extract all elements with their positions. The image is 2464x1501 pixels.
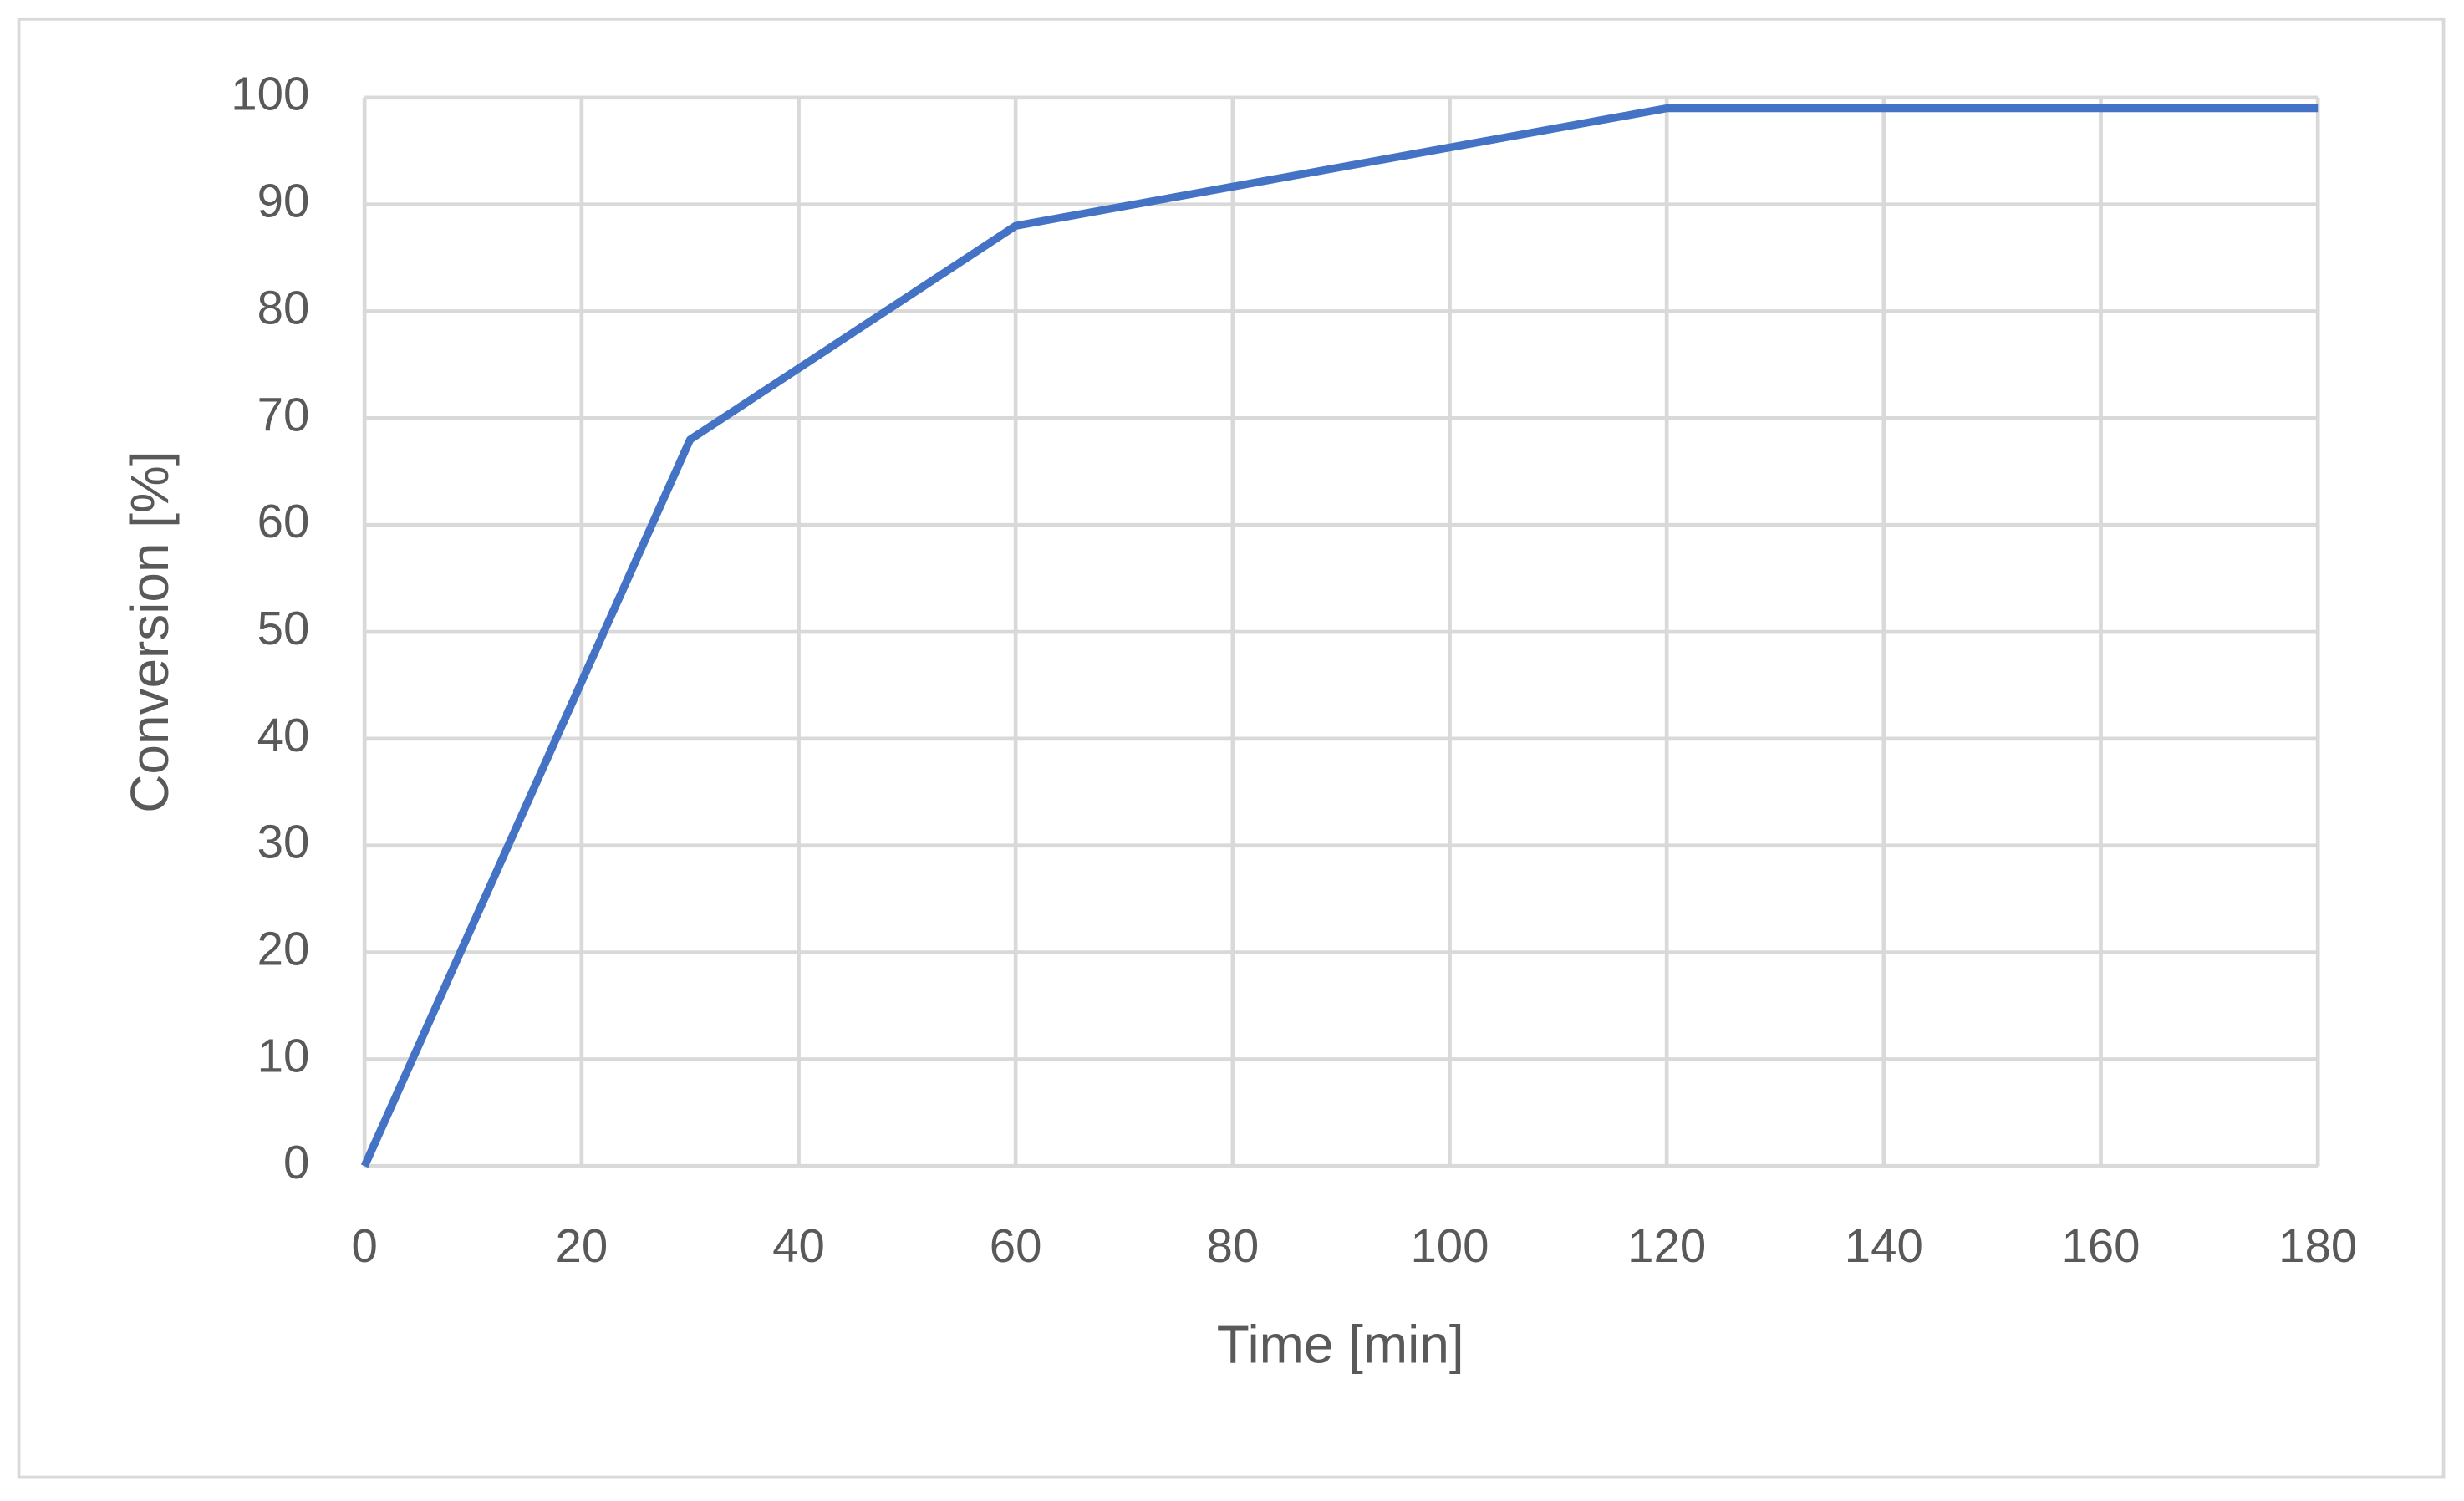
y-tick-label: 10 bbox=[257, 1029, 310, 1081]
x-axis-title: Time [min] bbox=[1217, 1314, 1464, 1374]
x-tick-label: 140 bbox=[1845, 1219, 1923, 1272]
line-series bbox=[360, 104, 2319, 1168]
x-tick-label: 40 bbox=[772, 1219, 825, 1272]
y-tick-label: 100 bbox=[231, 68, 309, 120]
x-tick-label: 60 bbox=[990, 1219, 1042, 1272]
y-tick-label: 30 bbox=[257, 816, 310, 868]
x-tick-label: 160 bbox=[2061, 1219, 2140, 1272]
x-tick-label: 80 bbox=[1206, 1219, 1259, 1272]
y-tick-label: 0 bbox=[283, 1136, 309, 1188]
y-tick-label: 90 bbox=[257, 175, 310, 227]
y-tick-label: 50 bbox=[257, 602, 310, 654]
y-tick-label: 40 bbox=[257, 709, 310, 761]
x-tick-label: 120 bbox=[1627, 1219, 1706, 1272]
x-tick-label: 180 bbox=[2278, 1219, 2357, 1272]
grid bbox=[362, 95, 2320, 1168]
x-tick-label: 0 bbox=[351, 1219, 377, 1272]
x-tick-label: 100 bbox=[1410, 1219, 1489, 1272]
y-tick-label: 20 bbox=[257, 922, 310, 974]
y-axis-title: Conversion [%] bbox=[120, 450, 180, 812]
y-tick-label: 60 bbox=[257, 495, 310, 547]
y-tick-label: 80 bbox=[257, 281, 310, 333]
x-tick-label: 20 bbox=[555, 1219, 608, 1272]
y-tick-label: 70 bbox=[257, 388, 310, 440]
